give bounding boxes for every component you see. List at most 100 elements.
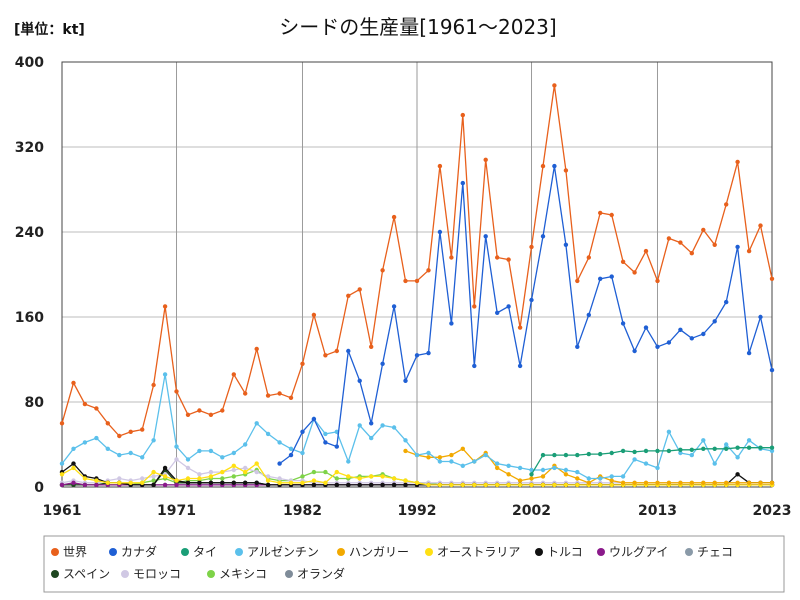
data-point xyxy=(632,457,637,462)
data-point xyxy=(643,325,649,330)
data-point xyxy=(117,452,122,458)
data-point xyxy=(243,469,248,475)
legend-swatch xyxy=(597,548,605,556)
data-point xyxy=(701,331,706,337)
data-point xyxy=(300,450,305,456)
data-point xyxy=(495,255,500,260)
data-point xyxy=(517,482,523,488)
data-point xyxy=(71,461,76,466)
data-point xyxy=(563,467,569,473)
data-point xyxy=(391,482,397,488)
data-point xyxy=(254,346,259,352)
data-point xyxy=(666,429,672,434)
data-point xyxy=(712,461,717,466)
data-point xyxy=(369,344,374,349)
data-point xyxy=(71,480,76,485)
data-point xyxy=(655,344,660,349)
data-point xyxy=(620,259,626,264)
data-point xyxy=(712,242,717,247)
data-point xyxy=(724,480,729,485)
data-point xyxy=(517,363,523,369)
data-point xyxy=(94,478,99,483)
data-point xyxy=(357,287,362,292)
y-tick-label: 400 xyxy=(15,55,44,71)
data-point xyxy=(678,327,683,332)
data-point xyxy=(449,255,454,260)
data-point xyxy=(472,482,477,488)
data-point xyxy=(380,474,385,479)
data-point xyxy=(689,336,694,341)
legend-item: トルコ xyxy=(535,545,583,559)
data-point xyxy=(586,255,591,260)
data-point xyxy=(380,268,385,273)
data-point xyxy=(483,482,488,488)
data-point xyxy=(426,482,431,488)
data-point xyxy=(586,451,591,457)
data-point xyxy=(243,442,248,447)
data-point xyxy=(369,421,374,426)
data-point xyxy=(185,480,191,485)
data-point xyxy=(208,474,214,479)
data-point xyxy=(540,234,546,239)
data-point xyxy=(517,325,523,330)
series-0 xyxy=(59,83,775,439)
data-point xyxy=(71,380,76,386)
legend-label: ウルグアイ xyxy=(609,545,668,559)
data-point xyxy=(724,202,729,207)
data-point xyxy=(334,444,339,449)
data-point xyxy=(174,389,179,394)
data-point xyxy=(346,293,351,298)
data-point xyxy=(208,469,214,475)
data-point xyxy=(197,472,202,477)
data-point xyxy=(506,257,511,262)
legend-item: タイ xyxy=(181,545,217,559)
data-point xyxy=(82,440,88,445)
data-point xyxy=(460,463,465,468)
legend-item: アルゼンチン xyxy=(235,545,319,559)
data-point xyxy=(82,401,88,407)
data-point xyxy=(483,452,488,458)
x-tick-label: 1992 xyxy=(398,503,437,519)
data-point xyxy=(609,478,614,483)
data-point xyxy=(323,431,328,437)
data-point xyxy=(208,480,214,485)
data-point xyxy=(575,482,580,488)
legend-item: メキシコ xyxy=(207,567,267,581)
legend-label: オランダ xyxy=(297,566,345,581)
data-point xyxy=(506,463,511,468)
data-point xyxy=(220,455,225,460)
data-point xyxy=(678,450,683,456)
data-point xyxy=(620,448,626,454)
data-point xyxy=(128,450,133,456)
legend-item: モロッコ xyxy=(121,567,181,581)
data-point xyxy=(495,310,500,315)
data-point xyxy=(117,476,122,481)
legend-swatch xyxy=(51,548,59,556)
x-axis: 1961 1971 1982 1992 2002 2013 2023 xyxy=(43,503,792,519)
data-point xyxy=(323,469,328,475)
legend-item: ハンガリー xyxy=(337,545,409,559)
data-point xyxy=(735,480,740,485)
data-point xyxy=(769,276,775,281)
data-point xyxy=(300,474,305,479)
data-point xyxy=(391,425,397,430)
data-point xyxy=(277,476,282,481)
data-point xyxy=(311,482,317,488)
data-point xyxy=(346,474,351,479)
chart-title: シードの生産量[1961～2023] xyxy=(279,15,556,39)
data-point xyxy=(563,452,569,458)
data-point xyxy=(185,476,191,481)
data-point xyxy=(758,445,763,450)
data-point xyxy=(609,474,614,479)
data-point xyxy=(712,319,717,324)
data-point xyxy=(403,438,408,443)
data-point xyxy=(529,476,534,481)
y-tick-label: 160 xyxy=(15,310,44,326)
data-point xyxy=(265,393,271,398)
legend-swatch xyxy=(285,570,293,578)
data-point xyxy=(300,429,305,434)
data-point xyxy=(162,304,168,309)
data-point xyxy=(678,447,683,452)
legend-label: モロッコ xyxy=(133,567,181,581)
data-point xyxy=(300,361,305,366)
